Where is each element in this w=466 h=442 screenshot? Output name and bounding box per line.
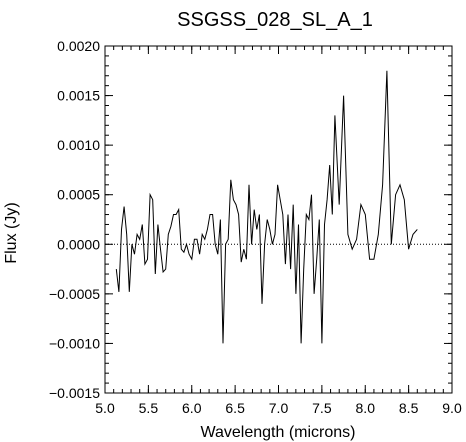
y-tick-label: −0.0015: [49, 385, 100, 401]
x-tick-label: 8.0: [356, 400, 376, 416]
x-tick-label: 5.0: [95, 400, 115, 416]
y-axis: −0.0015 −0.0010 −0.0005 0.0000 0.0005 0.0010 0…: [49, 38, 452, 401]
plot-frame: [104, 45, 453, 394]
y-tick-label: −0.0010: [49, 335, 100, 351]
x-tick-label: 7.5: [312, 400, 332, 416]
x-tick-label: 7.0: [269, 400, 289, 416]
y-tick-label: 0.0000: [57, 236, 100, 252]
x-tick-label: 8.5: [399, 400, 419, 416]
x-tick-label: 6.0: [182, 400, 202, 416]
chart-title: SSGSS_028_SL_A_1: [177, 9, 373, 31]
y-axis-label: Flux (Jy): [3, 202, 20, 263]
x-tick-label: 9.0: [442, 400, 462, 416]
y-tick-label: 0.0005: [57, 187, 100, 203]
y-tick-label: 0.0020: [57, 38, 100, 54]
x-axis: 5.0 5.5 6.0 6.5 7.0 7.5 8.0 8.5 9.0: [95, 46, 462, 416]
y-tick-label: 0.0010: [57, 137, 100, 153]
x-tick-label: 5.5: [139, 400, 159, 416]
plot-border: [104, 45, 453, 394]
x-axis-label: Wavelength (microns): [200, 424, 355, 441]
y-tick-label: −0.0005: [49, 286, 100, 302]
flux-series-line: [115, 70, 418, 344]
x-tick-label: 6.5: [225, 400, 245, 416]
y-tick-label: 0.0015: [57, 88, 100, 104]
